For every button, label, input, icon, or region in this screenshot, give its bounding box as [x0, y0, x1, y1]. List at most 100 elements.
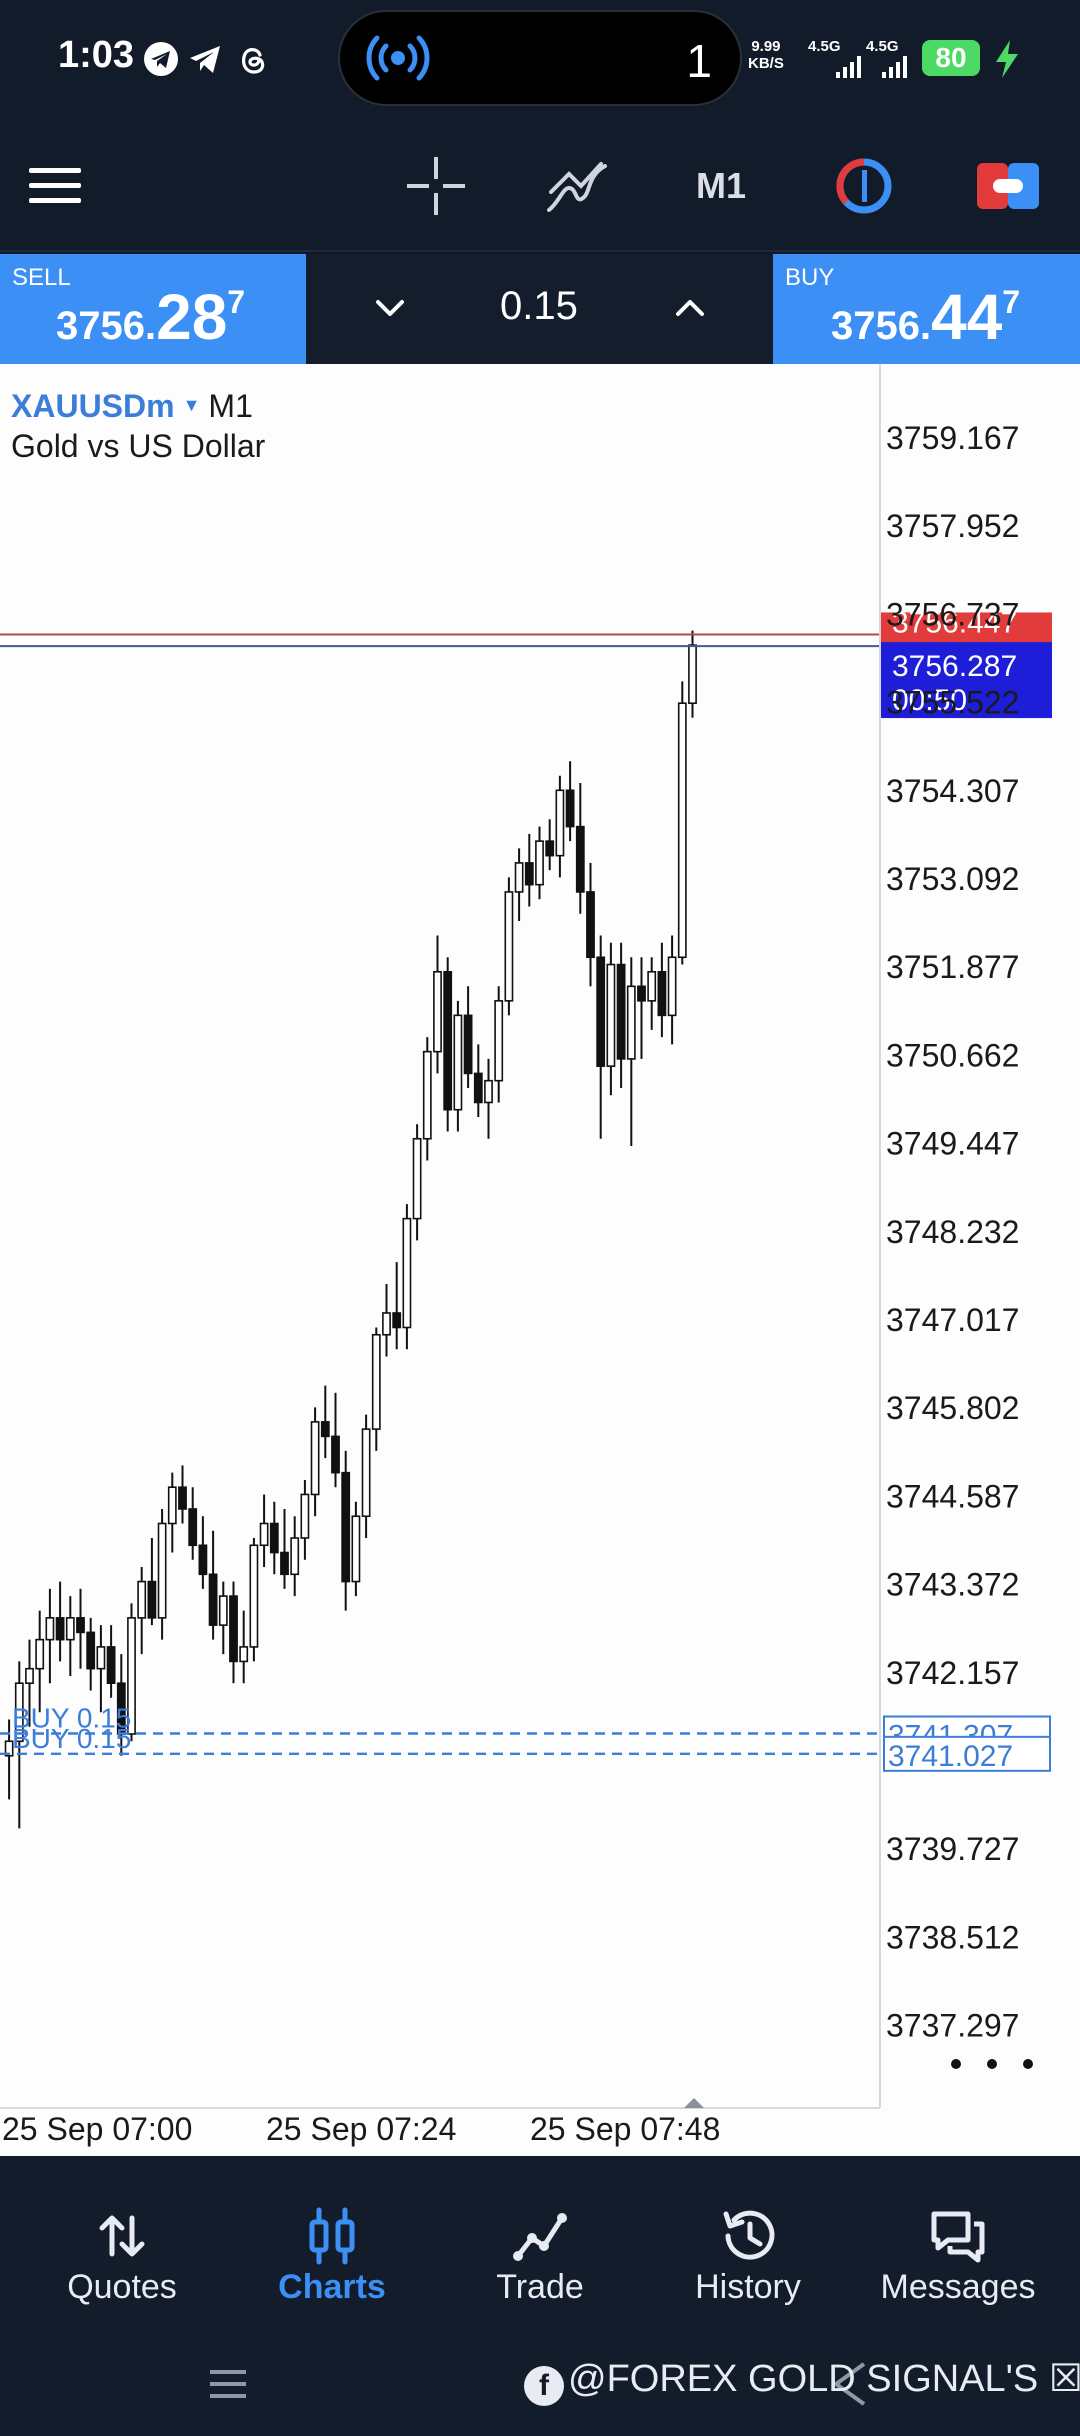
volume-increase-chevron-up-icon[interactable] [668, 286, 712, 330]
one-click-trading-button[interactable] [968, 150, 1048, 222]
recents-icon[interactable] [208, 2364, 248, 2404]
candle-bull [239, 1646, 249, 1663]
trade-toggle-icon [977, 163, 1039, 209]
time-tick-label: 25 Sep 07:00 [2, 2111, 192, 2147]
candle-bull [127, 1617, 136, 1735]
candle-bull [157, 1522, 167, 1619]
candle-bull [626, 985, 636, 1060]
symbol-dropdown-icon[interactable]: ▼ [182, 395, 201, 415]
candle-bear [596, 956, 606, 1067]
price-tick-label: 3754.307 [886, 773, 1019, 809]
price-tick-label: 3759.167 [886, 420, 1019, 456]
buy-label: BUY [785, 264, 835, 291]
candle-bull [14, 1682, 24, 1743]
candle-bull [555, 789, 565, 857]
more-dot-icon [987, 2059, 997, 2069]
time-tick-label: 25 Sep 07:48 [530, 2111, 720, 2147]
candle-bear [106, 1646, 116, 1684]
candle-bull [35, 1638, 45, 1670]
nav-trade[interactable]: Trade [432, 2156, 648, 2342]
nav-messages[interactable]: Messages [850, 2156, 1066, 2342]
candle-bear [269, 1522, 279, 1554]
telegram-plane-icon [190, 46, 220, 73]
candle-bull [514, 862, 524, 893]
candle-bear [545, 840, 555, 857]
bar-countdown-text: 00:50 [892, 684, 967, 717]
symbol-timeframe: M1 [208, 388, 253, 424]
island-count: 1 [686, 35, 712, 87]
status-time: 1:03 [58, 34, 135, 76]
price-tick-label: 3744.587 [886, 1478, 1019, 1514]
crosshair-button[interactable] [400, 150, 472, 222]
candle-bull [606, 963, 616, 1067]
more-dot-icon [951, 2059, 961, 2069]
candle-bear [575, 825, 585, 893]
candle-bull [535, 840, 544, 886]
volume-decrease-chevron-down-icon[interactable] [368, 286, 412, 330]
ask-price-tag-text: 3756.447 [892, 606, 1017, 639]
color-scheme-icon [836, 158, 892, 214]
candle-bull [433, 970, 442, 1053]
indicators-button[interactable] [540, 150, 614, 222]
candle-bull [382, 1312, 391, 1336]
candle-bull [4, 1740, 14, 1757]
price-tick-label: 3745.802 [886, 1390, 1019, 1426]
candle-bear [392, 1312, 402, 1329]
nav-charts[interactable]: Charts [224, 2156, 440, 2342]
buy-price: 3756.447 [831, 280, 1020, 354]
sell-button[interactable]: SELL 3756.287 [0, 254, 306, 364]
crosshair-icon [407, 157, 465, 215]
nav-trade-label: Trade [496, 2268, 584, 2306]
nav-quotes[interactable]: Quotes [14, 2156, 230, 2342]
candle-bull [259, 1522, 269, 1547]
order-price-tag [883, 1735, 1051, 1772]
buy-button[interactable]: BUY 3756.447 [773, 254, 1080, 364]
timeframe-label: M1 [695, 165, 746, 206]
candle-bear [341, 1471, 351, 1583]
candle-bear [188, 1508, 198, 1547]
network-speed: 9.99 KB/S [748, 38, 784, 72]
back-icon[interactable] [830, 2360, 870, 2408]
dynamic-island[interactable]: 1 [338, 10, 742, 106]
candle-bull [677, 702, 687, 959]
candle-bull [412, 1137, 422, 1220]
bid-price-tag-text: 3756.287 [892, 650, 1017, 683]
order-label: BUY 0.15 [12, 1703, 131, 1734]
threads-icon [242, 48, 265, 74]
nav-history-label: History [695, 2268, 801, 2306]
signal-1-label: 4.5G [808, 38, 841, 55]
color-scheme-button[interactable] [826, 150, 902, 222]
broadcast-icon [366, 35, 430, 81]
price-tick-label: 3737.297 [886, 2008, 1019, 2044]
menu-button[interactable] [22, 150, 88, 222]
candle-bull [351, 1515, 361, 1583]
candle-bear [637, 985, 646, 1002]
chart-shift-marker-icon [684, 2098, 704, 2108]
candle-bull [688, 644, 697, 704]
symbol-name[interactable]: XAUUSDm [11, 388, 175, 424]
candle-bear [443, 970, 453, 1111]
candle-bull [402, 1217, 412, 1329]
volume-field[interactable]: 0.15 [500, 284, 578, 328]
symbol-header[interactable]: XAUUSDm ▼ M1 [11, 388, 253, 425]
candle-bull [300, 1493, 310, 1539]
history-clock-icon [723, 2210, 775, 2260]
candle-bear [208, 1573, 218, 1626]
candle-bear [524, 862, 534, 886]
facebook-logo-icon: f [524, 2366, 564, 2406]
nav-history[interactable]: History [640, 2156, 856, 2342]
price-tick-label: 3757.952 [886, 508, 1019, 544]
candle-bull [45, 1617, 55, 1641]
candle-bear [463, 1014, 473, 1075]
bid-price-tag [880, 642, 1052, 719]
timeframe-button[interactable]: M1 [678, 150, 764, 222]
candle-bear [198, 1544, 208, 1576]
candle-bull [137, 1580, 147, 1619]
nav-messages-label: Messages [880, 2268, 1036, 2306]
signal-2-bars-icon [882, 56, 907, 78]
price-axis: 3759.167 3757.952 3756.737 3755.522 3754.307… [879, 364, 1033, 2108]
candle-bear [586, 891, 595, 959]
